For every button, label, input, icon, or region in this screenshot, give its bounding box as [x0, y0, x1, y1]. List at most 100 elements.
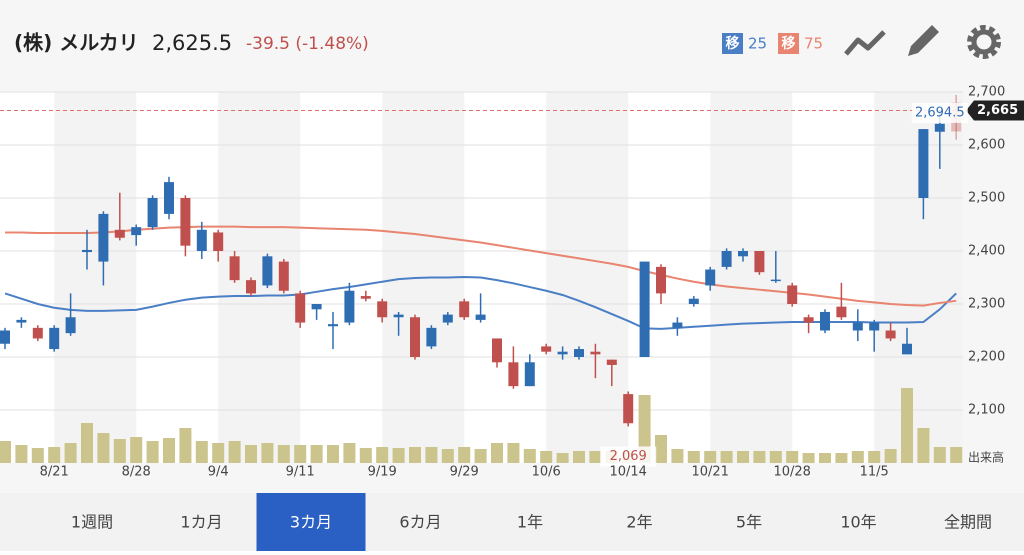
candle-body: [803, 317, 814, 323]
candle-body: [328, 324, 338, 327]
settings-icon[interactable]: [967, 25, 1001, 59]
volume-bar: [179, 428, 192, 463]
tab-label: 6カ月: [399, 513, 441, 532]
candle-body: [262, 256, 273, 286]
candle-body: [869, 322, 880, 331]
reference-tag: [966, 100, 1024, 121]
period-tab[interactable]: 1カ月: [180, 513, 222, 532]
period-tab[interactable]: 10年: [840, 513, 876, 532]
volume-bar: [392, 448, 405, 463]
icon-shape: [908, 25, 939, 56]
volume-bar: [245, 445, 257, 463]
volume-bar: [359, 448, 372, 463]
volume-bar: [737, 451, 749, 463]
legend-label: 25: [748, 35, 767, 53]
x-tick-label: 8/21: [40, 465, 69, 480]
candle-body: [524, 362, 535, 387]
candle-body: [475, 314, 486, 320]
volume-bar: [573, 451, 585, 463]
tab-bar: [0, 493, 1024, 551]
y-tick-label: 2,600: [968, 138, 1005, 153]
period-tab[interactable]: 5年: [736, 513, 762, 532]
candle-body: [459, 301, 470, 318]
volume-bar: [64, 443, 77, 463]
period-tab[interactable]: 2年: [626, 513, 652, 532]
period-tab[interactable]: 全期間: [944, 513, 992, 532]
icon-shape: [844, 30, 886, 56]
stock-price: 2,625.5: [152, 31, 232, 55]
reference-label: 2,665: [977, 103, 1018, 118]
annotation-bg: [600, 446, 657, 467]
x-tick-label: 10/14: [609, 465, 646, 480]
candle-body: [49, 327, 60, 350]
volume-bar: [720, 451, 733, 463]
y-tick-label: 2,500: [968, 191, 1005, 206]
legend-badge-text: 移: [726, 35, 740, 52]
candle-body: [0, 330, 10, 344]
volume-bar: [0, 441, 11, 463]
moving-average-line: [5, 225, 957, 307]
candle-body: [295, 293, 306, 323]
volume-bar: [868, 451, 881, 463]
candle-body: [606, 359, 617, 365]
candle-body: [590, 351, 601, 355]
candle-body: [705, 269, 716, 286]
y-tick-label: 2,300: [968, 297, 1005, 312]
candle-body: [508, 362, 519, 387]
pencil-icon[interactable]: [908, 25, 939, 56]
volume-bar: [556, 453, 569, 463]
period-tab[interactable]: 3カ月: [256, 493, 366, 551]
volume-bar: [458, 447, 471, 463]
x-tick-label: 10/6: [532, 465, 561, 480]
annotation-bg: [911, 102, 968, 123]
legend-badge-text: 移: [782, 35, 796, 52]
candle-body: [902, 343, 912, 355]
candle-body: [410, 317, 420, 357]
candle-body: [278, 261, 289, 291]
volume-bar: [835, 453, 848, 463]
volume-bar: [310, 445, 323, 463]
period-band: [54, 92, 137, 463]
candle-body: [492, 338, 502, 363]
candle-body: [196, 229, 207, 251]
volume-bar: [425, 447, 438, 463]
volume-bar: [15, 445, 28, 463]
volume-bar: [638, 395, 651, 463]
candle-body: [442, 314, 453, 323]
volume-bar: [163, 438, 175, 463]
candle-body: [852, 322, 863, 331]
icon-shape: [971, 29, 997, 55]
candle-body: [787, 285, 798, 304]
candle-body: [360, 296, 371, 299]
annotation-label: 2,069: [610, 449, 647, 464]
candle-body: [229, 256, 240, 281]
volume-bar: [671, 449, 684, 463]
volume-bar: [228, 441, 241, 463]
candle-body: [147, 198, 158, 228]
volume-bar: [786, 451, 799, 463]
volume-bar: [540, 451, 553, 463]
volume-bar: [146, 441, 159, 463]
period-tab[interactable]: 6カ月: [399, 513, 441, 532]
period-tab[interactable]: 1年: [517, 513, 543, 532]
candle-body: [311, 304, 322, 310]
tab-label: 1年: [517, 513, 543, 532]
candle-body: [541, 346, 552, 352]
icon-shape: [967, 25, 1001, 59]
selected-tab-bg: [256, 493, 366, 551]
candle-body: [82, 249, 92, 253]
candle-body: [688, 298, 699, 304]
x-tick-label: 9/29: [450, 465, 479, 480]
line-chart-icon[interactable]: [844, 30, 886, 56]
candle-body: [738, 251, 748, 257]
candle-body: [918, 129, 929, 198]
volume-bar: [687, 451, 700, 463]
volume-bar: [884, 449, 897, 463]
period-tab[interactable]: 1週間: [71, 513, 113, 532]
x-tick-label: 10/21: [691, 465, 728, 480]
volume-bar: [901, 388, 913, 463]
volume-bar: [474, 449, 487, 463]
volume-bar: [113, 439, 126, 463]
